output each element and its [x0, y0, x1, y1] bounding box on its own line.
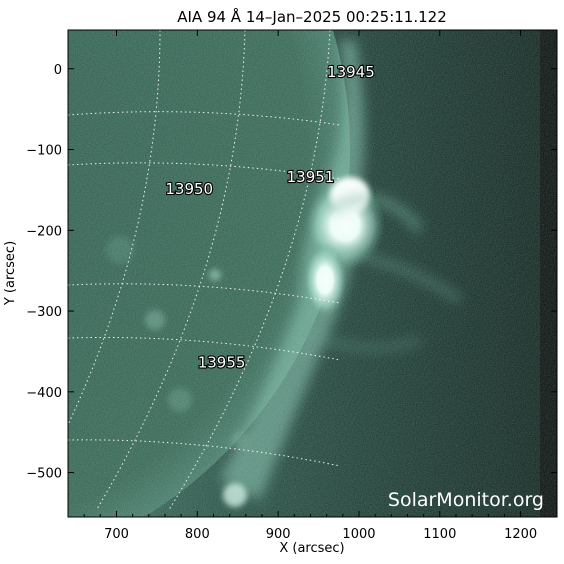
- longitude-line: [95, 30, 246, 511]
- y-tick-label: 0: [54, 63, 62, 78]
- active-region-label: 13955: [198, 354, 246, 372]
- latitude-line: [68, 283, 341, 304]
- x-tick-label: 1000: [342, 527, 375, 542]
- y-tick-label: −200: [26, 224, 62, 239]
- axis-ticks: 700 800 900 1000 1100 1200 0 −100 −200 −300 −400 −5…: [26, 30, 557, 542]
- watermark: SolarMonitor.org: [388, 489, 544, 511]
- x-tick-label: 800: [185, 527, 210, 542]
- active-region-label: 13951: [287, 168, 335, 186]
- x-axis-label: X (arcsec): [279, 541, 344, 556]
- latitude-line: [68, 336, 341, 361]
- x-tick-label: 1100: [423, 527, 456, 542]
- longitude-line: [68, 30, 161, 426]
- active-region-labels: 13945 13951 13950 13955: [164, 62, 376, 373]
- heliographic-grid: [68, 30, 341, 511]
- latitude-line: [68, 111, 341, 126]
- y-axis-label: Y (arcsec): [3, 241, 18, 306]
- active-region-label: 13945: [327, 63, 375, 81]
- y-tick-label: −100: [26, 144, 62, 159]
- image-noise: [68, 30, 557, 517]
- latitude-line: [68, 162, 341, 180]
- figure-title: AIA 94 Å 14–Jan–2025 00:25:11.122: [177, 7, 447, 26]
- y-tick-label: −400: [26, 386, 62, 401]
- longitude-line: [168, 30, 331, 511]
- latitude-line: [68, 439, 341, 467]
- y-tick-label: −500: [26, 467, 62, 482]
- active-region-label: 13950: [165, 180, 213, 198]
- x-tick-label: 1200: [504, 527, 537, 542]
- x-tick-label: 700: [104, 527, 129, 542]
- y-tick-label: −300: [26, 305, 62, 320]
- plot-frame: [67, 29, 558, 518]
- x-tick-label: 900: [266, 527, 291, 542]
